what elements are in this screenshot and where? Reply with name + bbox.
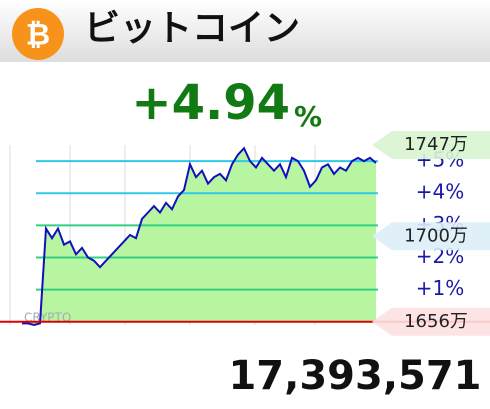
coin-icon — [12, 8, 64, 60]
change-unit: % — [294, 100, 322, 133]
line — [22, 146, 377, 327]
price-marker — [372, 222, 490, 251]
coin-symbol: ₿ — [26, 18, 50, 53]
y-tick-label: +1% — [416, 276, 465, 300]
price-marker-label: 1747万 — [404, 134, 468, 155]
price-marker-label: 1656万 — [404, 311, 468, 332]
chart-title: ビットコイン — [84, 8, 300, 49]
price-marker — [372, 131, 490, 159]
y-tick-label: +4% — [416, 180, 465, 204]
change: +4.94 — [131, 75, 290, 131]
header — [0, 0, 490, 62]
price: 17,393,571 — [228, 353, 481, 399]
price-marker-label: 1700万 — [404, 225, 468, 246]
price-marker — [372, 307, 490, 336]
